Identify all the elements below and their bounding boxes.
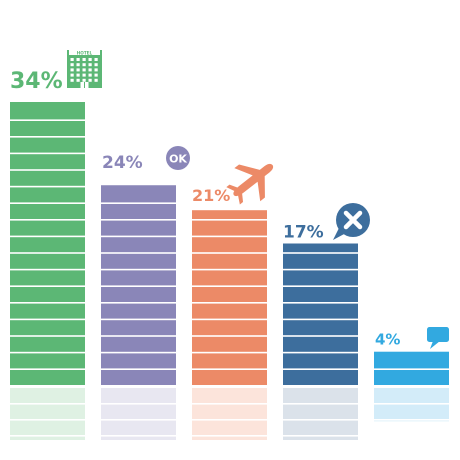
- bar-reflection: [283, 388, 358, 440]
- bar-stripe: [10, 252, 85, 254]
- bar-stripe: [192, 302, 267, 304]
- bars-group: [10, 102, 449, 385]
- reflection-stripe: [374, 403, 449, 405]
- hotel-icon: HOTEL: [67, 50, 102, 88]
- reflection-stripe: [283, 435, 358, 437]
- bar-stripe: [283, 252, 358, 254]
- bar-stripe: [283, 302, 358, 304]
- bar-stripe: [192, 285, 267, 287]
- bar-stripe: [10, 268, 85, 271]
- bar-hotel: [10, 102, 85, 385]
- reflection-stripe: [101, 403, 176, 405]
- reflection-stripe: [101, 419, 176, 421]
- ok-badge-icon: OK: [166, 146, 190, 170]
- bar-stripe: [192, 219, 267, 221]
- reflections-group: [10, 388, 449, 440]
- value-label: 21%: [192, 186, 230, 205]
- ok-text: OK: [169, 153, 187, 166]
- bar-stripe: [101, 235, 176, 238]
- bar-stripe: [192, 235, 267, 238]
- bar-stripe: [192, 335, 267, 337]
- reflection-stripe: [192, 435, 267, 437]
- bar-stripe: [283, 318, 358, 321]
- bar-reflection: [10, 388, 85, 440]
- value-labels-group: 34% 24% 21% 17% 4%: [10, 69, 400, 349]
- bar-stripe: [10, 152, 85, 155]
- bar-stripe: [10, 235, 85, 238]
- bar-message: [374, 351, 449, 385]
- airplane-icon: [226, 163, 274, 205]
- bar-stripe: [192, 268, 267, 271]
- icons-group: HOTEL OK: [67, 50, 449, 349]
- reflection-stripe: [192, 403, 267, 405]
- bar-stripe: [101, 252, 176, 254]
- bar-stripe: [374, 368, 449, 370]
- bar-stripe: [192, 368, 267, 370]
- bar-stripe: [10, 285, 85, 287]
- chat-bubble-icon: [427, 327, 449, 349]
- bar-reflection: [192, 388, 267, 440]
- bar-stripe: [10, 185, 85, 188]
- value-label: 24%: [102, 153, 143, 173]
- bar-stripe: [283, 285, 358, 287]
- bar-stripe: [10, 169, 85, 171]
- bar-stripe: [101, 335, 176, 337]
- bar-stripe: [10, 351, 85, 354]
- reflection-stripe: [374, 419, 449, 421]
- reflection-stripe: [283, 403, 358, 405]
- bar-stripe: [101, 268, 176, 271]
- hotel-sign-text: HOTEL: [77, 50, 93, 55]
- bar-stripe: [10, 368, 85, 370]
- reflection-stripe: [10, 419, 85, 421]
- bar-stripe: [101, 285, 176, 287]
- bar-stripe: [101, 219, 176, 221]
- bar-stripe: [101, 351, 176, 354]
- bar-stripe: [101, 202, 176, 204]
- bar-stripe: [10, 335, 85, 337]
- bar-stripe: [10, 119, 85, 121]
- bar-stripe: [283, 351, 358, 354]
- bar-stripe: [283, 335, 358, 337]
- reflection-stripe: [10, 435, 85, 437]
- value-label: 34%: [10, 69, 63, 94]
- bar-stripe: [192, 318, 267, 321]
- bar-stripe: [192, 252, 267, 254]
- bar-stripe: [283, 368, 358, 370]
- bar-stripe: [10, 202, 85, 204]
- bar-stripe: [10, 136, 85, 138]
- bar-stripe: [283, 268, 358, 271]
- bar-stripe: [192, 351, 267, 354]
- bar-reflection: [374, 388, 449, 422]
- reflection-stripe: [192, 419, 267, 421]
- bar-stripe: [10, 318, 85, 321]
- value-label: 17%: [283, 223, 324, 243]
- bar-stripe: [101, 368, 176, 370]
- bar-stripe: [10, 302, 85, 304]
- value-label: 4%: [375, 331, 400, 349]
- reflection-stripe: [10, 403, 85, 405]
- bar-ok: [101, 185, 176, 385]
- reflection-stripe: [101, 435, 176, 437]
- bar-stripe: [101, 318, 176, 321]
- bar-flight: [192, 210, 267, 385]
- bar-reflection: [101, 388, 176, 440]
- reflection-stripe: [283, 419, 358, 421]
- bar-cancel: [283, 243, 358, 385]
- bar-stripe: [101, 302, 176, 304]
- close-bubble-icon: [333, 203, 370, 240]
- bar-stripe: [10, 219, 85, 221]
